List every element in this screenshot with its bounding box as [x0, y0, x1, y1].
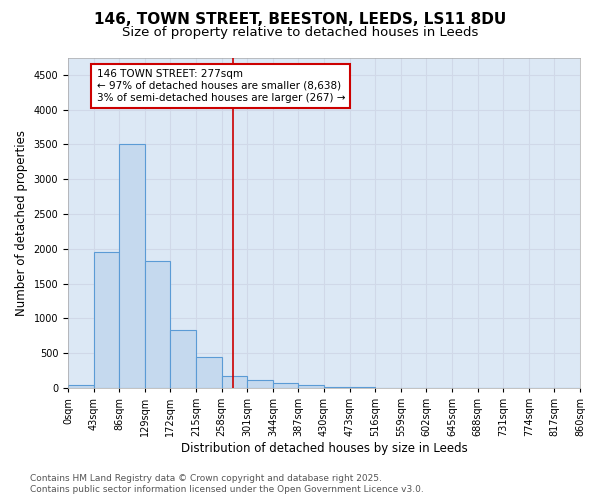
Y-axis label: Number of detached properties: Number of detached properties: [15, 130, 28, 316]
Bar: [247, 380, 273, 388]
Text: 146 TOWN STREET: 277sqm
← 97% of detached houses are smaller (8,638)
3% of semi-: 146 TOWN STREET: 277sqm ← 97% of detache…: [97, 70, 345, 102]
X-axis label: Distribution of detached houses by size in Leeds: Distribution of detached houses by size …: [181, 442, 467, 455]
Bar: [68, 384, 94, 388]
Bar: [324, 386, 350, 388]
Bar: [119, 144, 145, 388]
Bar: [273, 383, 298, 388]
Bar: [298, 384, 324, 388]
Text: Contains HM Land Registry data © Crown copyright and database right 2025.
Contai: Contains HM Land Registry data © Crown c…: [30, 474, 424, 494]
Bar: [196, 356, 221, 388]
Text: 146, TOWN STREET, BEESTON, LEEDS, LS11 8DU: 146, TOWN STREET, BEESTON, LEEDS, LS11 8…: [94, 12, 506, 28]
Text: Size of property relative to detached houses in Leeds: Size of property relative to detached ho…: [122, 26, 478, 39]
Bar: [145, 262, 170, 388]
Bar: [170, 330, 196, 388]
Bar: [94, 252, 119, 388]
Bar: [221, 376, 247, 388]
